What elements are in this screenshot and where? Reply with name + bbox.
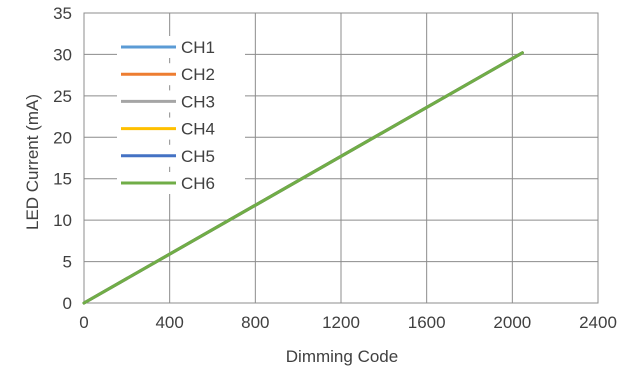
legend: CH1 CH2 CH3 CH4 CH5 CH6 [117,36,245,194]
axes: 0 400 800 1200 1600 2000 2400 0 5 10 15 20 25 30 35 [53,4,617,332]
x-tick-label: 400 [155,313,183,332]
y-tick-label: 30 [53,45,72,64]
x-tick-label: 1200 [322,313,360,332]
y-tick-label: 25 [53,87,72,106]
x-axis-label: Dimming Code [286,347,398,366]
series-line-ch6 [82,51,524,305]
y-tick-label: 15 [53,170,72,189]
x-tick-label: 1600 [408,313,446,332]
legend-entry-bg [117,90,245,113]
y-axis-label: LED Current (mA) [23,94,42,230]
legend-label-ch4: CH4 [181,120,215,139]
y-tick-label: 0 [63,294,72,313]
x-tick-label: 2000 [493,313,531,332]
legend-entry-bg [117,117,245,140]
x-tick-label: 800 [241,313,269,332]
legend-label-ch1: CH1 [181,38,215,57]
legend-label-ch6: CH6 [181,174,215,193]
y-tick-label: 35 [53,4,72,23]
legend-entry-bg [117,63,245,86]
y-tick-label: 5 [63,253,72,272]
legend-entry-bg [117,172,245,194]
x-tick-label: 2400 [579,313,617,332]
x-tick-label: 0 [79,313,88,332]
y-tick-label: 10 [53,211,72,230]
y-tick-label: 20 [53,128,72,147]
legend-entry-bg [117,36,245,58]
legend-label-ch2: CH2 [181,65,215,84]
series-lines [82,51,524,305]
legend-entry-bg [117,144,245,167]
legend-label-ch3: CH3 [181,92,215,111]
legend-label-ch5: CH5 [181,147,215,166]
